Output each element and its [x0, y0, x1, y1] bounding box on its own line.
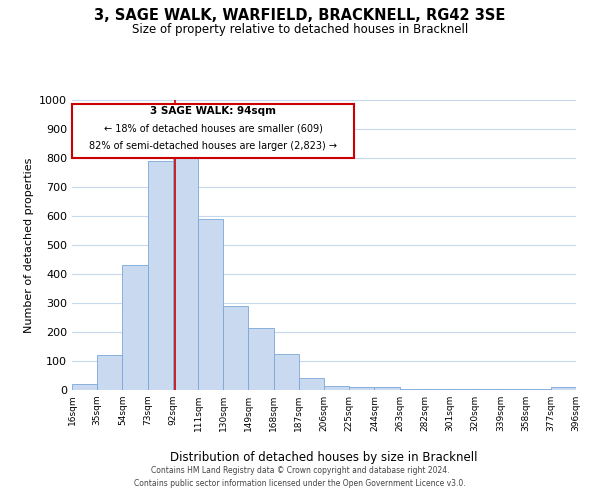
Bar — [97, 355, 122, 390]
Y-axis label: Number of detached properties: Number of detached properties — [23, 158, 34, 332]
Text: 3, SAGE WALK, WARFIELD, BRACKNELL, RG42 3SE: 3, SAGE WALK, WARFIELD, BRACKNELL, RG42 … — [94, 8, 506, 22]
Text: 82% of semi-detached houses are larger (2,823) →: 82% of semi-detached houses are larger (… — [89, 140, 337, 150]
Text: Distribution of detached houses by size in Bracknell: Distribution of detached houses by size … — [170, 451, 478, 464]
Text: Contains HM Land Registry data © Crown copyright and database right 2024.
Contai: Contains HM Land Registry data © Crown c… — [134, 466, 466, 487]
Bar — [425, 388, 450, 390]
Bar — [299, 378, 324, 390]
Bar — [274, 354, 299, 390]
FancyBboxPatch shape — [72, 104, 354, 158]
Bar — [173, 155, 198, 390]
Text: ← 18% of detached houses are smaller (609): ← 18% of detached houses are smaller (60… — [104, 123, 323, 133]
Text: Size of property relative to detached houses in Bracknell: Size of property relative to detached ho… — [132, 22, 468, 36]
Text: 3 SAGE WALK: 94sqm: 3 SAGE WALK: 94sqm — [150, 106, 276, 116]
Bar — [551, 387, 576, 390]
Bar — [400, 388, 425, 390]
Bar — [324, 386, 349, 390]
Bar — [122, 266, 148, 390]
Bar — [374, 387, 400, 390]
Bar — [223, 306, 248, 390]
Bar — [148, 161, 173, 390]
Bar — [349, 387, 374, 390]
Bar — [248, 328, 274, 390]
Bar — [72, 384, 97, 390]
Bar — [198, 219, 223, 390]
